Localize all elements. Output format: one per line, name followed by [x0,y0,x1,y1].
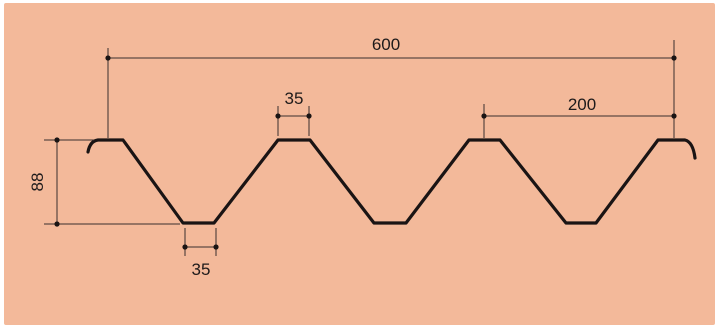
dim-200-right-dot [671,113,677,119]
dimension-label-bottom-35: 35 [192,260,211,279]
diagram-background [4,3,715,325]
dim-top-35-left-dot [275,113,281,119]
dim-bottom-35-left-dot [182,244,188,250]
dim-600-right-dot [671,55,677,61]
dim-88-bottom-dot [54,221,60,227]
dimension-label-top-35: 35 [285,89,304,108]
dim-88-top-dot [54,137,60,143]
dim-top-35-right-dot [306,113,312,119]
dim-200-left-dot [481,113,487,119]
dim-600-left-dot [105,55,111,61]
sheet-profile-outline [86,138,697,225]
dimension-label-88: 88 [28,173,47,192]
dimension-label-600: 600 [372,35,400,54]
dimension-label-200: 200 [568,95,596,114]
dim-bottom-35-right-dot [213,244,219,250]
